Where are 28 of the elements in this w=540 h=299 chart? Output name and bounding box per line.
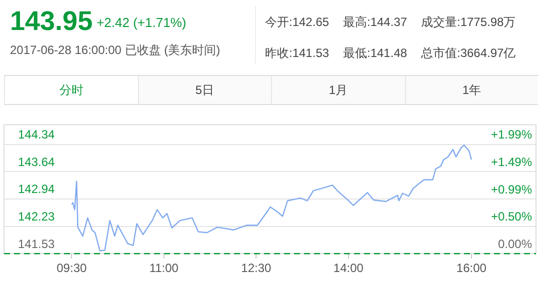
chart-subtitle: +2.42 (+1.71%) [96,15,186,30]
y2-tick-label: +0.50% [490,209,532,224]
text: 5日 [138,76,271,104]
y2-tick-label: +1.49% [490,154,532,169]
text: 1月 [271,76,404,104]
x-tick-label: 09:30 [56,261,87,276]
x-tick-label: 12:30 [241,261,272,276]
chart-title: 143.95 [10,6,93,37]
y-tick-label: 141.53 [18,236,56,251]
text: 分时 [4,76,138,104]
y-tick-label: 142.23 [18,210,56,224]
y-tick-label: 143.64 [18,154,56,169]
text: 最高:144.37 [343,14,408,31]
y-tick-label: 144.34 [18,128,56,142]
y2-tick-label: +1.99% [490,127,532,142]
text: 2017-06-28 16:00:00 已收盘 (美东时间) [10,42,220,59]
text: 总市值:3664.97亿 [421,45,516,62]
y-tick-label: 142.94 [18,182,56,196]
y2-tick-label: +0.99% [490,182,532,196]
text: 成交量:1775.98万 [421,14,516,31]
y2-tick-label: 0.00% [498,236,532,251]
x-tick-label: 14:00 [333,261,364,276]
text: 昨收:141.53 [265,45,330,62]
text: 最低:141.48 [343,45,408,62]
text: 1年 [404,76,538,104]
x-tick-label: 16:00 [456,261,487,276]
x-tick-label: 11:00 [149,261,179,276]
text: 今开:142.65 [265,14,330,31]
